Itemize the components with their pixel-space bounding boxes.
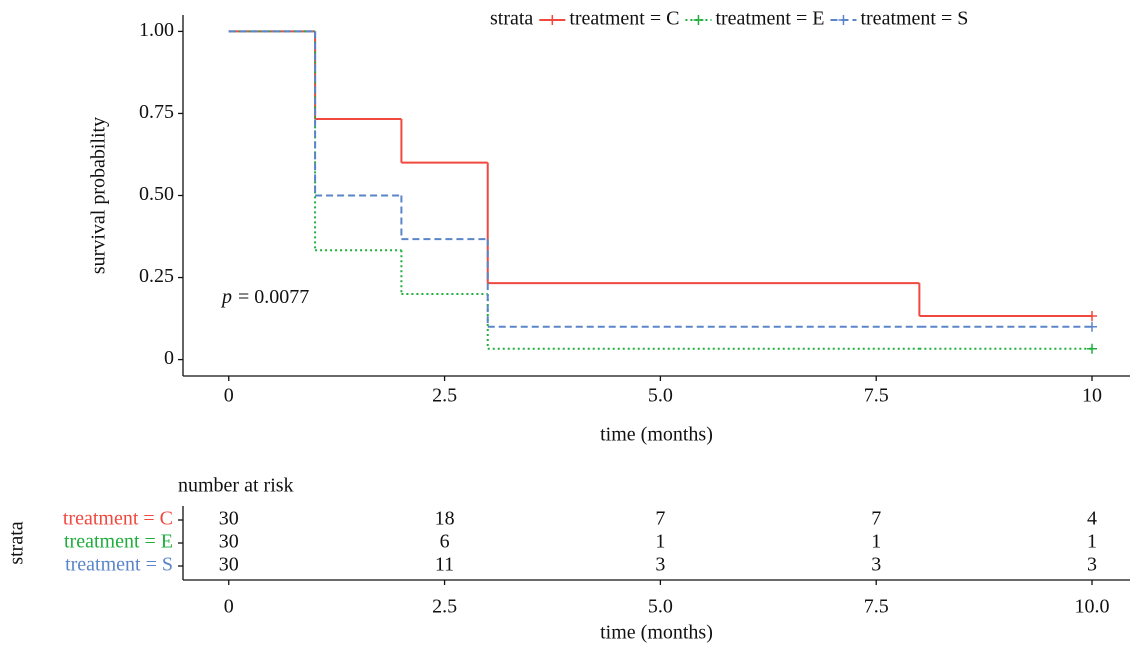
y-tick-label: 1.00	[139, 19, 174, 41]
x-tick-label: 10	[1082, 385, 1102, 407]
row-label: treatment = C	[63, 508, 173, 530]
x-tick-label: 7.5	[864, 385, 889, 407]
x-tick-label: 5.0	[648, 596, 673, 618]
y-tick-label: 0.25	[139, 265, 174, 287]
annotation-symbol: p	[220, 286, 232, 308]
risk-count: 3	[655, 554, 665, 576]
censor-mark	[1087, 343, 1098, 354]
risk-count: 7	[655, 508, 665, 530]
x-tick-label: 2.5	[432, 385, 457, 407]
legend-swatch-mark	[547, 15, 558, 25]
annotation-text: = 0.0077	[238, 286, 309, 308]
legend-swatch-mark	[693, 15, 704, 25]
risk-count: 4	[1087, 508, 1097, 530]
risk-count: 30	[219, 554, 239, 576]
y-tick-label: 0.75	[139, 101, 174, 123]
legend-title: strata	[490, 8, 533, 30]
x-tick-label: 10.0	[1075, 596, 1110, 618]
risk-count: 30	[219, 531, 239, 553]
y-axis-label: survival probability	[88, 117, 110, 274]
risk-count: 1	[655, 531, 665, 553]
x-tick-label: 0	[224, 596, 234, 618]
risk-count: 6	[440, 531, 450, 553]
row-label: treatment = S	[65, 554, 173, 576]
annotation: p = 0.0077	[220, 286, 309, 308]
legend-label: treatment = E	[715, 8, 824, 30]
x-tick-label: 5.0	[648, 385, 673, 407]
row-label: treatment = E	[64, 531, 173, 553]
y-tick-label: 0	[164, 347, 174, 369]
risk-count: 1	[1087, 531, 1097, 553]
legend-swatch-mark	[838, 15, 849, 25]
x-axis-label: time (months)	[600, 424, 713, 446]
risk-count: 7	[871, 508, 881, 530]
table-y-label: strata	[6, 521, 28, 564]
table-title: number at risk	[178, 475, 294, 497]
x-tick-label: 2.5	[432, 596, 457, 618]
risk-count: 30	[219, 508, 239, 530]
risk-count: 1	[871, 531, 881, 553]
risk-count: 11	[435, 554, 454, 576]
risk-count: 18	[435, 508, 455, 530]
x-tick-label: 0	[224, 385, 234, 407]
censor-mark	[1087, 310, 1098, 321]
risk-count: 3	[1087, 554, 1097, 576]
y-tick-label: 0.50	[139, 183, 174, 205]
censor-mark	[1087, 321, 1098, 332]
legend-label: treatment = C	[569, 8, 679, 30]
x-tick-label: 7.5	[864, 596, 889, 618]
risk-count: 3	[871, 554, 881, 576]
x-axis-label: time (months)	[600, 622, 713, 644]
legend-label: treatment = S	[860, 8, 968, 30]
